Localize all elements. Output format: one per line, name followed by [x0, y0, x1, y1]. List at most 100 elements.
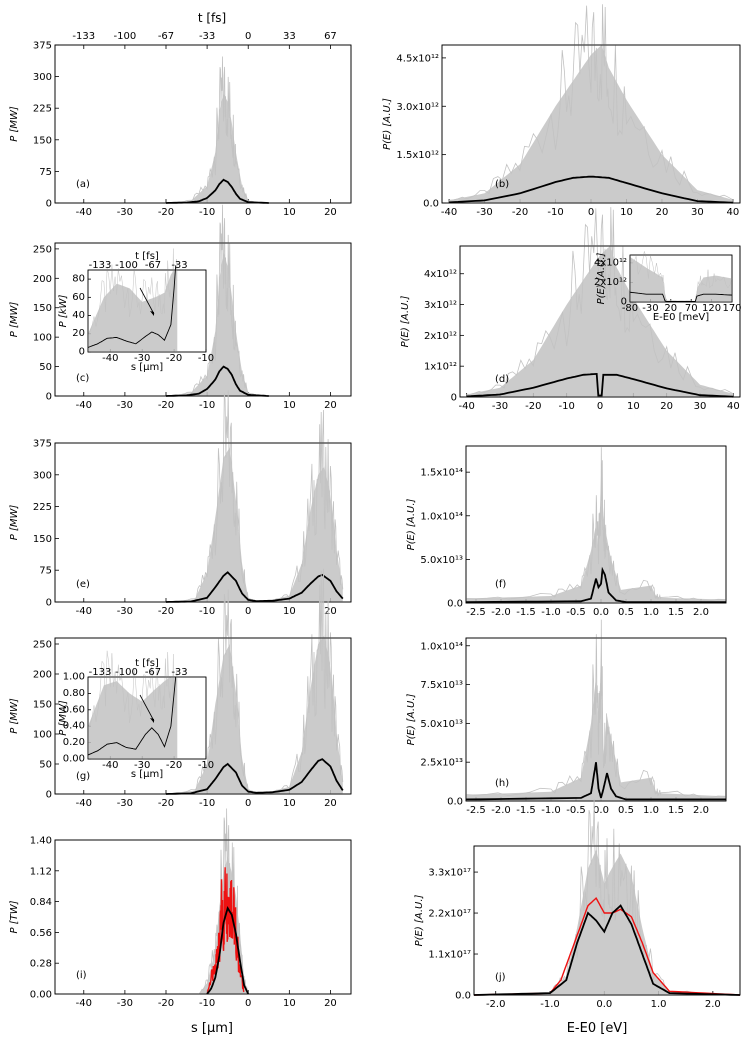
- y-tick-label: 150: [33, 303, 52, 314]
- panel-letter: (e): [76, 579, 90, 590]
- plot-frame: [54, 839, 352, 995]
- series-envelope-trace: [466, 207, 734, 395]
- y-tick-label: 0.0: [455, 991, 471, 1002]
- panel-letter: (g): [76, 771, 90, 782]
- panel-letter: (b): [495, 179, 509, 190]
- x-tick-label: -10: [199, 207, 215, 218]
- y-tick-label: 300: [33, 470, 52, 481]
- panel-letter: (h): [495, 778, 509, 789]
- inset-frame-top: [87, 269, 207, 353]
- x-tick-label: -40: [76, 798, 92, 809]
- series-envelope-trace: [449, 4, 734, 201]
- plot-frame-top: [54, 242, 352, 397]
- y-tick-label: 3.3x10¹⁷: [428, 868, 471, 879]
- inset-frame-top: [629, 254, 733, 303]
- x-tick-label: -0.5: [566, 607, 586, 618]
- left-x-axis-label: s [μm]: [191, 1021, 233, 1036]
- y-tick-label: 0.84: [30, 897, 52, 908]
- y-tick-label: 1.12: [30, 866, 52, 877]
- series-envelope-trace: [165, 204, 261, 397]
- x-tick-label: -20: [158, 606, 174, 617]
- plot-frame-top: [54, 839, 352, 995]
- series-average: [165, 571, 344, 603]
- series-average: [87, 265, 177, 348]
- panel-letter: (i): [76, 970, 87, 981]
- top-tick-label: 0: [245, 31, 251, 42]
- top-tick-label: -133: [72, 31, 95, 42]
- inset-arrowhead: [150, 311, 154, 316]
- y-tick-label: 2.5x10¹³: [420, 758, 463, 769]
- y-tick-label: 1.5x10¹²: [396, 150, 439, 161]
- y-tick-label: 0: [46, 598, 52, 609]
- plot-frame-top: [54, 637, 352, 795]
- panel-letter: (c): [76, 373, 89, 384]
- series-envelope-fill: [474, 849, 740, 995]
- x-tick-label: 10: [627, 401, 640, 412]
- y-tick-label: 80: [72, 274, 85, 285]
- x-tick-label: 10: [283, 606, 296, 617]
- y-tick-label: 1.1x10¹⁷: [428, 950, 471, 961]
- series-average: [165, 365, 269, 397]
- y-tick-label: 300: [33, 72, 52, 83]
- y-tick-label: 4x10¹²: [594, 257, 627, 268]
- x-tick-label: 1.0: [651, 999, 667, 1010]
- x-tick-label: -40: [76, 400, 92, 411]
- series-envelope-fill: [166, 447, 343, 602]
- x-tick-label: -2.5: [466, 607, 486, 618]
- plot-frame-top: [441, 44, 741, 204]
- inset-top-tick-label: -33: [171, 260, 187, 271]
- inset-arrow: [139, 694, 155, 722]
- series-envelope-fill: [88, 677, 178, 759]
- x-tick-label: -20: [525, 401, 541, 412]
- y-tick-label: 250: [33, 640, 52, 651]
- plot-frame-top: [54, 44, 352, 204]
- x-tick-label: -30: [117, 400, 133, 411]
- plot-frame-top: [473, 845, 741, 996]
- x-tick-label: -30: [117, 798, 133, 809]
- series-average: [206, 905, 250, 995]
- y-tick-label: 4x10¹²: [424, 269, 457, 280]
- series-envelope-fill: [88, 265, 178, 352]
- y-tick-label: 100: [33, 730, 52, 741]
- x-tick-label: 2.0: [705, 999, 721, 1010]
- x-tick-label: -20: [158, 998, 174, 1009]
- series-average: [165, 178, 269, 204]
- plot-frame-top: [465, 445, 727, 604]
- x-tick-label: 2.0: [693, 607, 709, 618]
- x-tick-label: -1.0: [541, 805, 561, 816]
- y-tick-label: 1x10¹²: [424, 362, 457, 373]
- x-tick-label: -30: [642, 303, 658, 314]
- y-tick-label: 4.5x10¹²: [396, 53, 439, 64]
- panel-j: 0.0 1.1x10¹⁷ 2.2x10¹⁷ 3.3x10¹⁷ -2.0 -1.0 0.0 1.…: [414, 799, 741, 1010]
- panel-letter: (f): [495, 579, 506, 590]
- x-tick-label: 0.0: [593, 805, 609, 816]
- series-average: [473, 904, 741, 996]
- y-tick-label: 225: [33, 502, 52, 513]
- inset-top-tick-label: -133: [89, 667, 112, 678]
- y-axis-label: P(E) [A.U.]: [382, 98, 393, 150]
- y-tick-label: 0: [46, 199, 52, 210]
- x-tick-label: -10: [558, 401, 574, 412]
- inset-arrow: [139, 287, 155, 315]
- x-tick-label: -2.0: [491, 607, 511, 618]
- y-tick-label: 0: [451, 393, 457, 404]
- x-tick-label: 0: [245, 998, 251, 1009]
- y-tick-label: 0.0: [423, 199, 439, 210]
- series-envelope-fill: [466, 645, 726, 801]
- x-tick-label: -10: [198, 760, 214, 771]
- series-average: [449, 175, 733, 204]
- x-tick-label: 20: [324, 207, 337, 218]
- x-tick-label: 20: [324, 998, 337, 1009]
- series-single-shot: [473, 896, 741, 996]
- x-tick-label: -30: [134, 760, 150, 771]
- x-tick-label: 0.0: [593, 607, 609, 618]
- series-envelope-trace: [87, 650, 178, 726]
- y-tick-label: 0.60: [63, 704, 85, 715]
- panel-d: 0 1x10¹² 2x10¹² 3x10¹² 4x10¹² -40 -30 -20 -10 0 10…: [400, 207, 742, 412]
- y-tick-label: 0.80: [63, 688, 85, 699]
- x-tick-label: 1.0: [643, 607, 659, 618]
- x-tick-label: -20: [158, 207, 174, 218]
- y-tick-label: 150: [33, 135, 52, 146]
- series-envelope-fill: [166, 93, 261, 203]
